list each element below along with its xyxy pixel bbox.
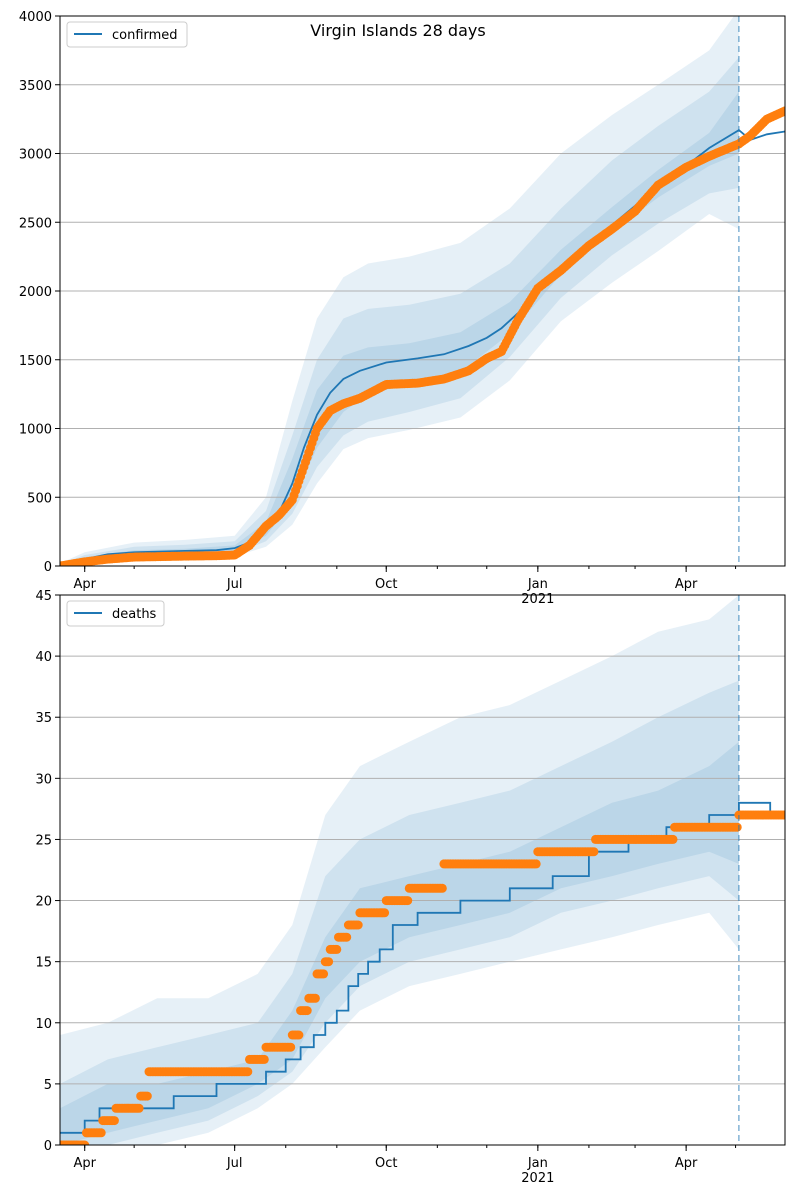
observed-points [60, 106, 785, 566]
observed-point [310, 993, 320, 1003]
x-tick-label: Oct [375, 1156, 397, 1171]
x-tick-label: Apr [675, 577, 698, 592]
x-tick-label: Apr [73, 577, 96, 592]
confirmed-legend: confirmed [66, 21, 188, 48]
observed-point [531, 859, 541, 869]
y-tick-label: 20 [35, 895, 52, 910]
y-tick-label: 4000 [19, 10, 52, 25]
uncertainty-band-2 [60, 680, 739, 1145]
x-year-label: 2021 [521, 592, 554, 607]
observed-point [294, 1030, 304, 1040]
observed-point [319, 969, 329, 979]
chart-confirmed: 0 500 1000 1500 2000 2500 3000 3500 4000 Apr Jul O… [19, 10, 786, 607]
observed-point [286, 1042, 296, 1052]
x-tick-label: Jul [226, 1156, 243, 1171]
legend-box [66, 21, 188, 48]
observed-point [668, 834, 678, 844]
observed-point [80, 1140, 90, 1145]
observed-point [96, 1128, 106, 1138]
y-tick-label: 500 [27, 491, 52, 506]
observed-point [589, 847, 599, 857]
x-tick-label: Apr [675, 1156, 698, 1171]
observed-point [259, 1054, 269, 1064]
observed-point [380, 908, 390, 918]
y-tick-label: 2000 [19, 285, 52, 300]
y-tick-label: 25 [35, 833, 52, 848]
observed-points [60, 810, 785, 1145]
legend-label-deaths: deaths [112, 607, 157, 622]
x-tick-label: Jul [226, 577, 243, 592]
deaths-uncertainty-bands [60, 595, 739, 1145]
y-tick-label: 0 [44, 1139, 52, 1154]
y-tick-label: 3500 [19, 79, 52, 94]
y-tick-label: 15 [35, 956, 52, 971]
x-year-label: 2021 [521, 1171, 554, 1186]
observed-point [109, 1116, 119, 1126]
x-tick-label: Jan [527, 1156, 548, 1171]
legend-box [66, 600, 165, 627]
x-tick-label: Apr [73, 1156, 96, 1171]
observed-point [437, 883, 447, 893]
x-tick-label: Jan [527, 577, 548, 592]
deaths-y-axis: 0 5 10 15 20 25 30 35 40 45 [35, 589, 60, 1154]
observed-point [324, 957, 334, 967]
deaths-legend: deaths [66, 600, 165, 627]
y-tick-label: 0 [44, 560, 52, 575]
observed-point [780, 106, 785, 116]
x-tick-label: Oct [375, 577, 397, 592]
y-tick-label: 3000 [19, 148, 52, 163]
y-tick-label: 5 [44, 1078, 52, 1093]
y-tick-label: 2500 [19, 216, 52, 231]
confirmed-y-axis: 0 500 1000 1500 2000 2500 3000 3500 4000 [19, 10, 60, 575]
y-tick-label: 30 [35, 772, 52, 787]
observed-point [403, 896, 413, 906]
deaths-axes-frame [59, 594, 786, 1146]
observed-point [342, 932, 352, 942]
confirmed-series [60, 106, 785, 566]
observed-point [302, 1006, 312, 1016]
uncertainty-band-2 [60, 57, 739, 566]
observed-point [353, 920, 363, 930]
observed-point [780, 810, 785, 820]
y-tick-label: 35 [35, 711, 52, 726]
observed-point [142, 1091, 152, 1101]
deaths-series [60, 801, 785, 1145]
observed-point [134, 1103, 144, 1113]
y-tick-label: 45 [35, 589, 52, 604]
uncertainty-band-3 [60, 741, 739, 1145]
confirmed-x-axis: Apr Jul Oct Jan Apr 2021 [73, 566, 737, 607]
observed-point [332, 944, 342, 954]
observed-point [732, 822, 742, 832]
chart-deaths: 0 5 10 15 20 25 30 35 40 45 Apr Jul Oct Jan Apr 2021 d… [35, 589, 786, 1186]
observed-point [243, 1067, 253, 1077]
legend-label-confirmed: confirmed [112, 28, 178, 43]
y-tick-label: 40 [35, 650, 52, 665]
deaths-x-axis: Apr Jul Oct Jan Apr 2021 [73, 1145, 737, 1186]
uncertainty-band-1 [60, 595, 739, 1145]
y-tick-label: 10 [35, 1017, 52, 1032]
y-tick-label: 1500 [19, 354, 52, 369]
chart-title: Virgin Islands 28 days [310, 21, 485, 40]
y-tick-label: 1000 [19, 423, 52, 438]
